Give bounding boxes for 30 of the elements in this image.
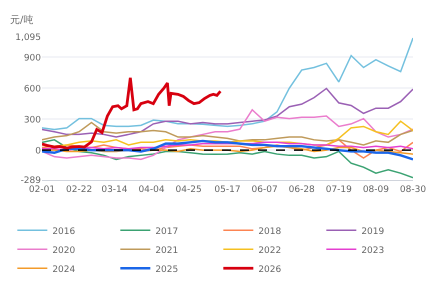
x-tick-label: 02-01 bbox=[28, 184, 56, 195]
legend-label: 2024 bbox=[52, 264, 76, 275]
legend-label: 2021 bbox=[155, 246, 178, 256]
legend-label: 2026 bbox=[258, 264, 282, 275]
x-tick-label: 05-17 bbox=[214, 184, 241, 195]
y-tick-label: 1,095 bbox=[15, 33, 41, 44]
y-axis-title: 元/吨 bbox=[10, 14, 34, 26]
x-tick-label: 02-22 bbox=[66, 184, 92, 195]
legend-label: 2019 bbox=[361, 226, 384, 237]
legend-label: 2017 bbox=[155, 226, 178, 237]
y-tick-label: 0 bbox=[35, 146, 42, 156]
legend-label: 2022 bbox=[258, 246, 282, 256]
y-tick-label: -289 bbox=[20, 176, 42, 186]
legend-label: 2023 bbox=[361, 246, 384, 256]
y-tick-label: 300 bbox=[24, 115, 42, 126]
x-tick-label: 06-28 bbox=[288, 184, 316, 195]
x-tick-label: 08-30 bbox=[400, 184, 426, 195]
legend-label: 2018 bbox=[258, 226, 282, 237]
x-tick-label: 07-19 bbox=[326, 184, 352, 195]
x-tick-label: 04-25 bbox=[176, 184, 202, 195]
legend-label: 2025 bbox=[155, 264, 178, 275]
x-tick-label: 04-04 bbox=[138, 184, 165, 195]
legend-label: 2016 bbox=[52, 226, 76, 237]
x-tick-label: 06-07 bbox=[252, 184, 278, 195]
x-tick-label: 03-14 bbox=[101, 184, 128, 195]
x-tick-label: 08-09 bbox=[362, 184, 390, 195]
legend-label: 2020 bbox=[52, 246, 76, 256]
line-series bbox=[42, 76, 222, 150]
y-tick-label: 600 bbox=[24, 84, 42, 94]
y-tick-label: 900 bbox=[24, 53, 42, 64]
